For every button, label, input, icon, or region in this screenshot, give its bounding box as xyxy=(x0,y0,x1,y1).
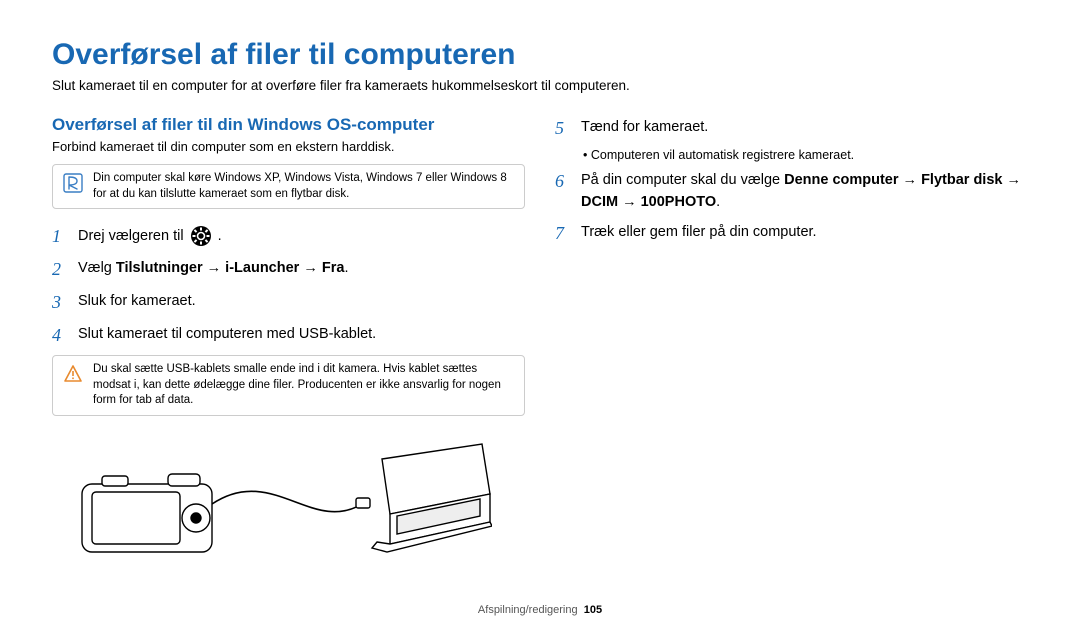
step-4: 4 Slut kameraet til computeren med USB-k… xyxy=(52,322,525,349)
info-note-text: Din computer skal køre Windows XP, Windo… xyxy=(93,171,514,202)
page-subtitle: Slut kameraet til en computer for at ove… xyxy=(52,78,1028,93)
footer-section: Afspilning/redigering xyxy=(478,604,578,616)
step-number: 3 xyxy=(52,289,66,316)
step-number: 1 xyxy=(52,223,66,250)
step-2: 2 Vælg Tilslutninger → i-Launcher → Fra. xyxy=(52,256,525,283)
step-text: Drej vælgeren til xyxy=(78,228,188,244)
footer-page-number: 105 xyxy=(584,604,602,616)
page-footer: Afspilning/redigering 105 xyxy=(0,604,1080,616)
step-text: Vælg xyxy=(78,260,116,276)
step-6: 6 På din computer skal du vælge Denne co… xyxy=(555,168,1028,214)
step-text-bold: Tilslutninger → i-Launcher → Fra xyxy=(116,260,345,276)
step-content: Drej vælgeren til xyxy=(78,223,525,248)
warning-note-text: Du skal sætte USB-kablets smalle ende in… xyxy=(93,362,514,409)
warning-icon xyxy=(63,364,83,384)
step-3: 3 Sluk for kameraet. xyxy=(52,289,525,316)
step-number: 5 xyxy=(555,115,569,142)
step-content: Træk eller gem filer på din computer. xyxy=(581,220,1028,244)
step-content: Tænd for kameraet. xyxy=(581,115,1028,139)
step-content: Vælg Tilslutninger → i-Launcher → Fra. xyxy=(78,256,525,280)
page-title: Overførsel af filer til computeren xyxy=(52,38,1028,72)
gear-icon xyxy=(190,225,212,247)
camera-laptop-diagram xyxy=(72,434,492,564)
step-number: 4 xyxy=(52,322,66,349)
step-7: 7 Træk eller gem filer på din computer. xyxy=(555,220,1028,247)
section-heading: Overførsel af filer til din Windows OS-c… xyxy=(52,115,525,135)
step-number: 2 xyxy=(52,256,66,283)
step-5: 5 Tænd for kameraet. xyxy=(555,115,1028,142)
step-text: På din computer skal du vælge xyxy=(581,172,784,188)
step-number: 7 xyxy=(555,220,569,247)
illustration xyxy=(52,434,525,564)
step-1: 1 Drej vælgeren til xyxy=(52,223,525,250)
step-text: . xyxy=(218,228,222,244)
step-5-sub: Computeren vil automatisk registrere kam… xyxy=(583,148,1028,162)
info-icon xyxy=(63,173,83,193)
step-number: 6 xyxy=(555,168,569,195)
step-content: Sluk for kameraet. xyxy=(78,289,525,313)
step-content: Slut kameraet til computeren med USB-kab… xyxy=(78,322,525,346)
warning-note-box: Du skal sætte USB-kablets smalle ende in… xyxy=(52,355,525,416)
info-note-box: Din computer skal køre Windows XP, Windo… xyxy=(52,164,525,209)
step-text: . xyxy=(716,194,720,210)
columns: Overførsel af filer til din Windows OS-c… xyxy=(52,115,1028,564)
left-column: Overførsel af filer til din Windows OS-c… xyxy=(52,115,525,564)
step-content: På din computer skal du vælge Denne comp… xyxy=(581,168,1028,214)
step-text: . xyxy=(344,260,348,276)
intro-text: Forbind kameraet til din computer som en… xyxy=(52,139,525,154)
right-column: 5 Tænd for kameraet. Computeren vil auto… xyxy=(555,115,1028,564)
